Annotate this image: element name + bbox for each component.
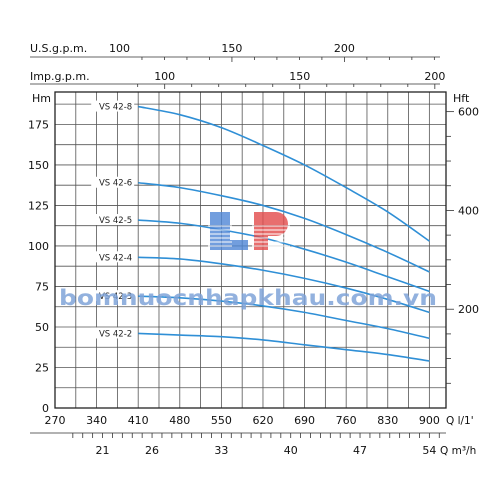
head-m-tick-label: 175	[28, 118, 49, 131]
curve-label-bg	[91, 290, 135, 302]
head-m-tick-label: 0	[42, 402, 49, 415]
flow-m3h-tick-label: 47	[353, 444, 367, 457]
top-flow-axes: U.S.g.p.m. 100 150 200 Imp.g.p.m. 100 150 200	[30, 42, 445, 89]
head-ft-axis: Hft 200 400 600	[446, 92, 479, 384]
flow-lpm-tick-label: 270	[45, 414, 66, 427]
impgpm-unit-label: Imp.g.p.m.	[30, 70, 90, 83]
curve-label: VS 42-3	[99, 292, 132, 302]
flow-m3h-tick-label: 33	[214, 444, 228, 457]
flow-lpm-tick-label: 550	[211, 414, 232, 427]
curve-label: VS 42-8	[99, 103, 132, 113]
usgpm-unit-label: U.S.g.p.m.	[30, 42, 87, 55]
logo-letter-l-foot	[210, 240, 248, 250]
flow-lpm-tick-label: 830	[377, 414, 398, 427]
head-m-tick-label: 25	[35, 361, 49, 374]
flow-lpm-unit-label: Q l/1'	[446, 415, 474, 427]
head-m-axis: Hm 0 25 50 75 100 125 150 175	[28, 92, 51, 415]
head-ft-tick-label: 200	[458, 303, 479, 316]
curve-vs-42-3	[138, 295, 430, 340]
flow-lpm-tick-label: 410	[128, 414, 149, 427]
head-ft-unit-label: Hft	[453, 92, 470, 105]
head-m-tick-label: 100	[28, 240, 49, 253]
logo-letter-p-bowl	[266, 212, 288, 236]
flow-lpm-tick-label: 340	[86, 414, 107, 427]
flow-lpm-tick-label: 760	[336, 414, 357, 427]
curve-label: VS 42-2	[99, 329, 132, 339]
impgpm-tick-label: 150	[289, 70, 310, 83]
chart-frame	[54, 91, 447, 409]
flow-m3h-tick-label: 40	[284, 444, 298, 457]
curve-vs-42-6	[138, 181, 430, 273]
head-m-tick-label: 150	[28, 159, 49, 172]
impgpm-tick-label: 200	[424, 70, 445, 83]
flow-lpm-tick-label: 480	[169, 414, 190, 427]
flow-m3h-unit-label: Q m³/h	[440, 445, 476, 457]
curve-label: VS 42-4	[99, 253, 132, 263]
head-m-tick-label: 50	[35, 321, 49, 334]
bottom-flow-axes: 270 340 410 480 550 620 690 760 830 900 Q l/1' 21 26…	[30, 414, 476, 457]
impgpm-tick-label: 100	[154, 70, 175, 83]
usgpm-tick-label: 100	[109, 42, 130, 55]
plot-border	[54, 91, 447, 409]
curve-label-bg	[91, 214, 135, 226]
pump-curves: VS 42-8 VS 42-6 VS 42-5 VS 42-4 VS 42-3 VS 42…	[91, 100, 430, 362]
head-ft-tick-label: 600	[458, 106, 479, 119]
head-ft-tick-label: 400	[458, 204, 479, 217]
curve-label: VS 42-5	[99, 216, 132, 226]
flow-lpm-tick-label: 620	[252, 414, 273, 427]
watermark-text: bomnuocnhapkhau.com.vn	[59, 286, 437, 310]
curve-label: VS 42-6	[99, 179, 132, 189]
head-m-unit-label: Hm	[32, 92, 51, 105]
curve-label-bg	[91, 327, 135, 339]
curve-label-bg	[91, 100, 135, 112]
curve-label-bg	[91, 251, 135, 263]
flow-m3h-tick-label: 26	[145, 444, 159, 457]
curve-vs-42-4	[138, 256, 430, 314]
curve-label-bg	[91, 176, 135, 188]
curve-vs-42-8	[138, 105, 430, 242]
flow-lpm-tick-label: 900	[419, 414, 440, 427]
curve-vs-42-2	[138, 332, 430, 362]
head-m-tick-label: 75	[35, 280, 49, 293]
flow-lpm-tick-label: 690	[294, 414, 315, 427]
flow-m3h-tick-label: 54	[422, 444, 436, 457]
lp-logo	[208, 212, 290, 250]
curve-vs-42-5	[138, 219, 430, 293]
head-m-tick-label: 125	[28, 199, 49, 212]
usgpm-tick-label: 150	[221, 42, 242, 55]
usgpm-tick-label: 200	[334, 42, 355, 55]
flow-m3h-tick-label: 21	[96, 444, 110, 457]
watermark: bomnuocnhapkhau.com.vn	[59, 212, 437, 310]
logo-letter-p-stem	[254, 212, 268, 250]
